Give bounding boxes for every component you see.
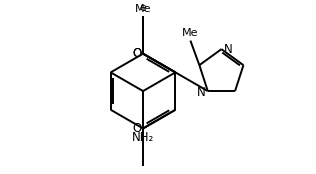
Text: O: O bbox=[132, 47, 141, 60]
Text: Me: Me bbox=[182, 28, 199, 38]
Text: NH₂: NH₂ bbox=[132, 131, 154, 144]
Text: N: N bbox=[224, 43, 232, 56]
Text: O: O bbox=[132, 47, 142, 60]
Text: e: e bbox=[140, 3, 147, 13]
Text: O: O bbox=[132, 122, 141, 135]
Text: N: N bbox=[197, 86, 205, 99]
Text: Me: Me bbox=[135, 4, 151, 14]
